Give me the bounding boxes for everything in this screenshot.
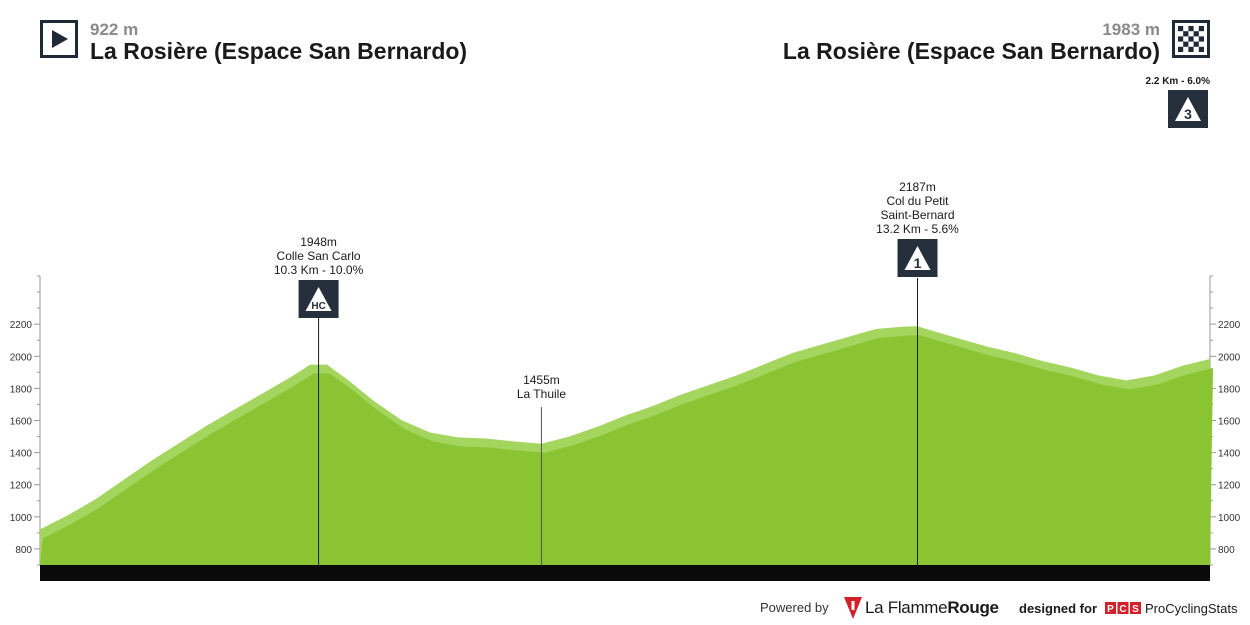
- climb-annotation-label: Col du Petit: [886, 194, 949, 208]
- climb-annotation-label: Saint-Bernard: [880, 208, 954, 222]
- finish-climb-category-text: 3: [1184, 106, 1192, 122]
- climb-annotation-label: 2187m: [899, 180, 936, 194]
- profile-main-area: [40, 335, 1213, 565]
- y-tick-label-left: 1600: [10, 417, 33, 428]
- y-tick-label-left: 800: [15, 545, 32, 556]
- y-tick-label-right: 800: [1218, 545, 1235, 556]
- mountain-icon: [305, 287, 332, 311]
- climb-annotation-label: La Thuile: [517, 387, 566, 401]
- finish-location: La Rosière (Espace San Bernardo): [782, 38, 1160, 64]
- pcs-logo: P C S: [1105, 601, 1141, 619]
- procyclingstats-brand: ProCyclingStats: [1145, 601, 1238, 616]
- powered-by-label: Powered by: [760, 600, 829, 615]
- designed-for-label: designed for: [1019, 601, 1098, 616]
- climb-annotation-label: 13.2 Km - 5.6%: [876, 222, 959, 236]
- finish-climb-label: 2.2 Km - 6.0%: [1145, 76, 1210, 87]
- y-tick-label-right: 1400: [1218, 449, 1241, 460]
- la-flamme-rouge-brand: La FlammeRouge: [865, 598, 999, 617]
- y-tick-label-right: 2200: [1218, 320, 1241, 331]
- climb-annotation-label: Colle San Carlo: [277, 249, 361, 263]
- climb-category-text: 1: [914, 255, 922, 271]
- mountain-icon: [1175, 97, 1201, 121]
- svg-text:C: C: [1119, 604, 1126, 614]
- y-tick-label-left: 1400: [10, 449, 33, 460]
- climb-annotation-label: 10.3 Km - 10.0%: [274, 263, 364, 277]
- y-tick-label-left: 1000: [10, 513, 33, 524]
- y-tick-label-left: 2200: [10, 320, 33, 331]
- finish-altitude: 1983 m: [1102, 20, 1160, 39]
- mountain-icon: [904, 246, 931, 270]
- play-icon: [52, 30, 68, 48]
- climb-category-text: HC: [311, 301, 325, 312]
- y-tick-label-left: 2000: [10, 352, 33, 363]
- distance-bar: [40, 565, 1210, 581]
- y-tick-label-right: 2000: [1218, 352, 1241, 363]
- y-tick-label-right: 1800: [1218, 384, 1241, 395]
- checkered-flag-icon: [1178, 26, 1204, 52]
- y-tick-label-right: 1000: [1218, 513, 1241, 524]
- svg-text:P: P: [1107, 604, 1114, 614]
- svg-text:S: S: [1132, 604, 1139, 614]
- climb-annotation-label: 1948m: [300, 235, 337, 249]
- start-location: La Rosière (Espace San Bernardo): [90, 38, 468, 64]
- finish-icon: [1172, 20, 1210, 58]
- y-tick-label-right: 1200: [1218, 481, 1241, 492]
- start-icon: [40, 20, 78, 58]
- y-tick-label-left: 1800: [10, 384, 33, 395]
- start-altitude: 922 m: [90, 20, 139, 39]
- climb-annotation-label: 1455m: [523, 373, 560, 387]
- y-tick-label-right: 1600: [1218, 417, 1241, 428]
- la-flamme-rouge-logo: [843, 596, 863, 625]
- y-tick-label-left: 1200: [10, 481, 33, 492]
